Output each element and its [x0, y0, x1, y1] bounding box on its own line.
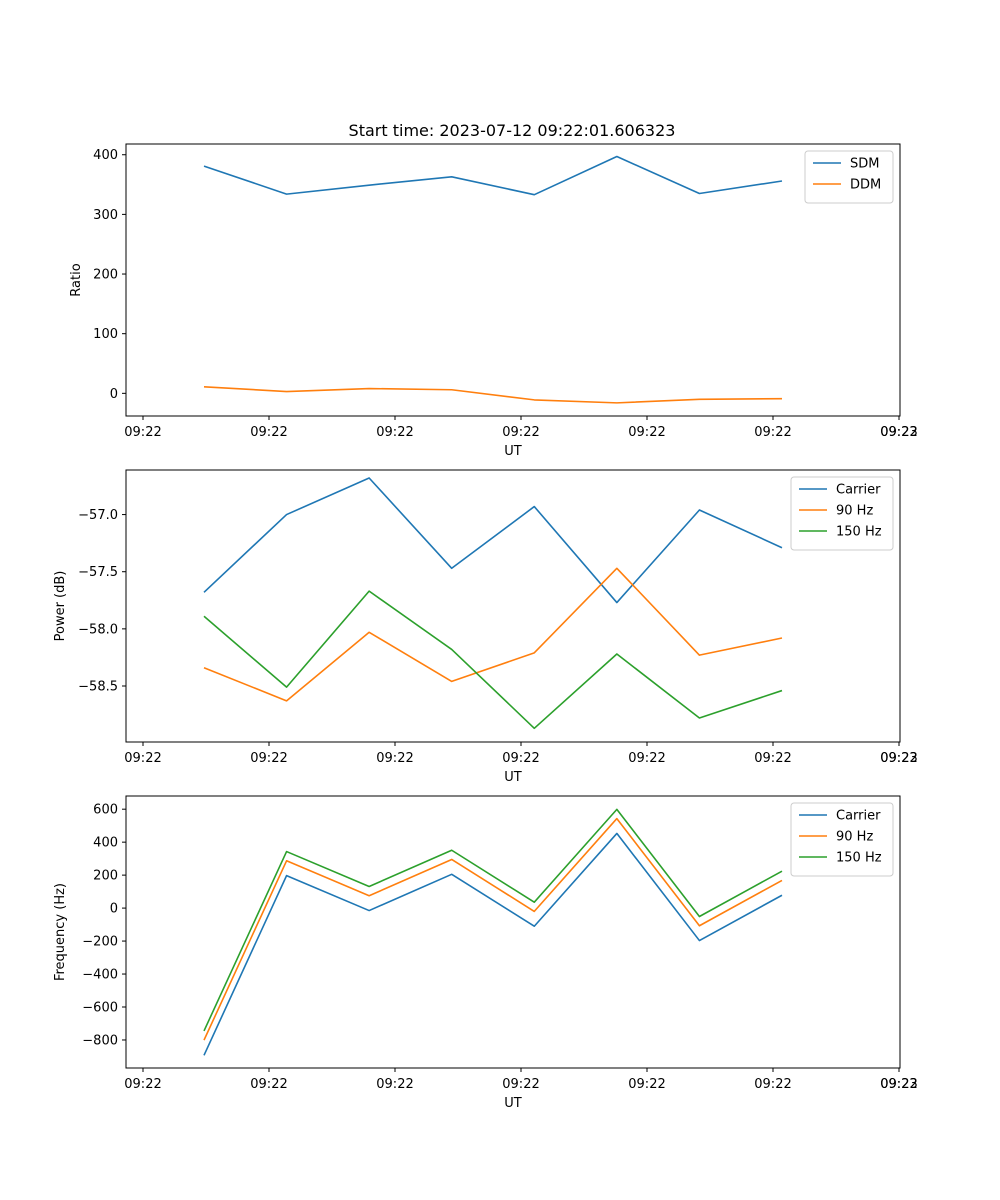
y-tick-label: −200 [82, 935, 118, 950]
x-tick-label: 09:22 [754, 1077, 791, 1092]
x-tick-label-end: 09:23 [880, 425, 917, 440]
x-tick-label: 09:22 [250, 425, 287, 440]
figure-title: Start time: 2023-07-12 09:22:01.606323 [349, 121, 676, 140]
x-tick-label: 09:22 [124, 425, 161, 440]
x-tick-label: 09:22 [628, 1077, 665, 1092]
y-tick-label: −58.0 [78, 622, 118, 637]
series-line-carrier [203, 832, 783, 1056]
power-panel: 09:22 09:22 09:22 09:22 09:22 09:22 09:2209:23… [53, 469, 918, 785]
x-tick-label: 09:22 [124, 751, 161, 766]
series-line-150-hz [203, 590, 783, 730]
legend-label-150-hz: 150 Hz [836, 525, 882, 540]
plot-frame [125, 143, 901, 417]
y-tick-label: −600 [82, 1001, 118, 1016]
y-tick-label: 0 [110, 387, 118, 402]
series-line-carrier [203, 477, 783, 604]
x-tick-label-end: 09:23 [880, 1077, 917, 1092]
x-tick-label: 09:22 [250, 1077, 287, 1092]
y-axis-label: Frequency (Hz) [53, 883, 68, 981]
plot-frame [125, 795, 901, 1069]
y-tick-label: 0 [110, 902, 118, 917]
x-tick-label: 09:22 [124, 1077, 161, 1092]
y-tick-label: −800 [82, 1033, 118, 1048]
y-tick-label: 200 [93, 869, 118, 884]
x-tick-label: 09:22 [376, 1077, 413, 1092]
x-tick-label: 09:22 [628, 425, 665, 440]
y-tick-label: 300 [93, 208, 118, 223]
plot-frame [125, 469, 901, 743]
legend-label-90-hz: 90 Hz [836, 830, 873, 845]
y-axis-label: Power (dB) [53, 571, 68, 642]
frequency-panel: 09:22 09:22 09:22 09:22 09:22 09:22 09:2209:23… [53, 795, 918, 1111]
x-tick-label: 09:22 [880, 751, 917, 766]
legend-label-sdm: SDM [850, 157, 879, 172]
y-tick-label: −57.0 [78, 508, 118, 523]
series-line-90-hz [203, 567, 783, 702]
series-line-150-hz [203, 808, 783, 1032]
legend-label-ddm: DDM [850, 178, 881, 193]
x-tick-label-end: 09:23 [880, 751, 917, 766]
y-tick-label: −400 [82, 968, 118, 983]
x-axis-label: UT [504, 444, 522, 459]
legend-label-carrier: Carrier [836, 483, 881, 498]
x-tick-label: 09:22 [502, 751, 539, 766]
x-tick-label: 09:22 [880, 1077, 917, 1092]
legend-label-90-hz: 90 Hz [836, 504, 873, 519]
legend-label-carrier: Carrier [836, 809, 881, 824]
y-tick-label: 600 [93, 803, 118, 818]
x-tick-label: 09:22 [880, 425, 917, 440]
x-tick-label: 09:22 [376, 425, 413, 440]
x-tick-label: 09:22 [502, 425, 539, 440]
y-tick-label: 100 [93, 327, 118, 342]
series-line-ddm [203, 385, 782, 404]
x-axis-label: UT [504, 770, 522, 785]
x-tick-label: 09:22 [754, 751, 791, 766]
y-axis-label: Ratio [69, 263, 84, 296]
x-tick-label: 09:22 [376, 751, 413, 766]
series-line-sdm [203, 155, 783, 196]
x-tick-label: 09:22 [502, 1077, 539, 1092]
x-tick-label: 09:22 [250, 751, 287, 766]
legend-label-150-hz: 150 Hz [836, 851, 882, 866]
y-tick-label: 200 [93, 268, 118, 283]
x-axis-label: UT [504, 1096, 522, 1111]
x-tick-label: 09:22 [628, 751, 665, 766]
y-tick-label: 400 [93, 836, 118, 851]
series-line-90-hz [203, 817, 783, 1041]
x-tick-label: 09:22 [754, 425, 791, 440]
y-tick-label: 400 [93, 148, 118, 163]
y-tick-label: −57.5 [78, 565, 118, 580]
ratio-panel: 09:22 09:22 09:22 09:22 09:22 09:22 09:2209:23… [69, 143, 918, 459]
legend [804, 150, 894, 204]
y-tick-label: −58.5 [78, 680, 118, 695]
